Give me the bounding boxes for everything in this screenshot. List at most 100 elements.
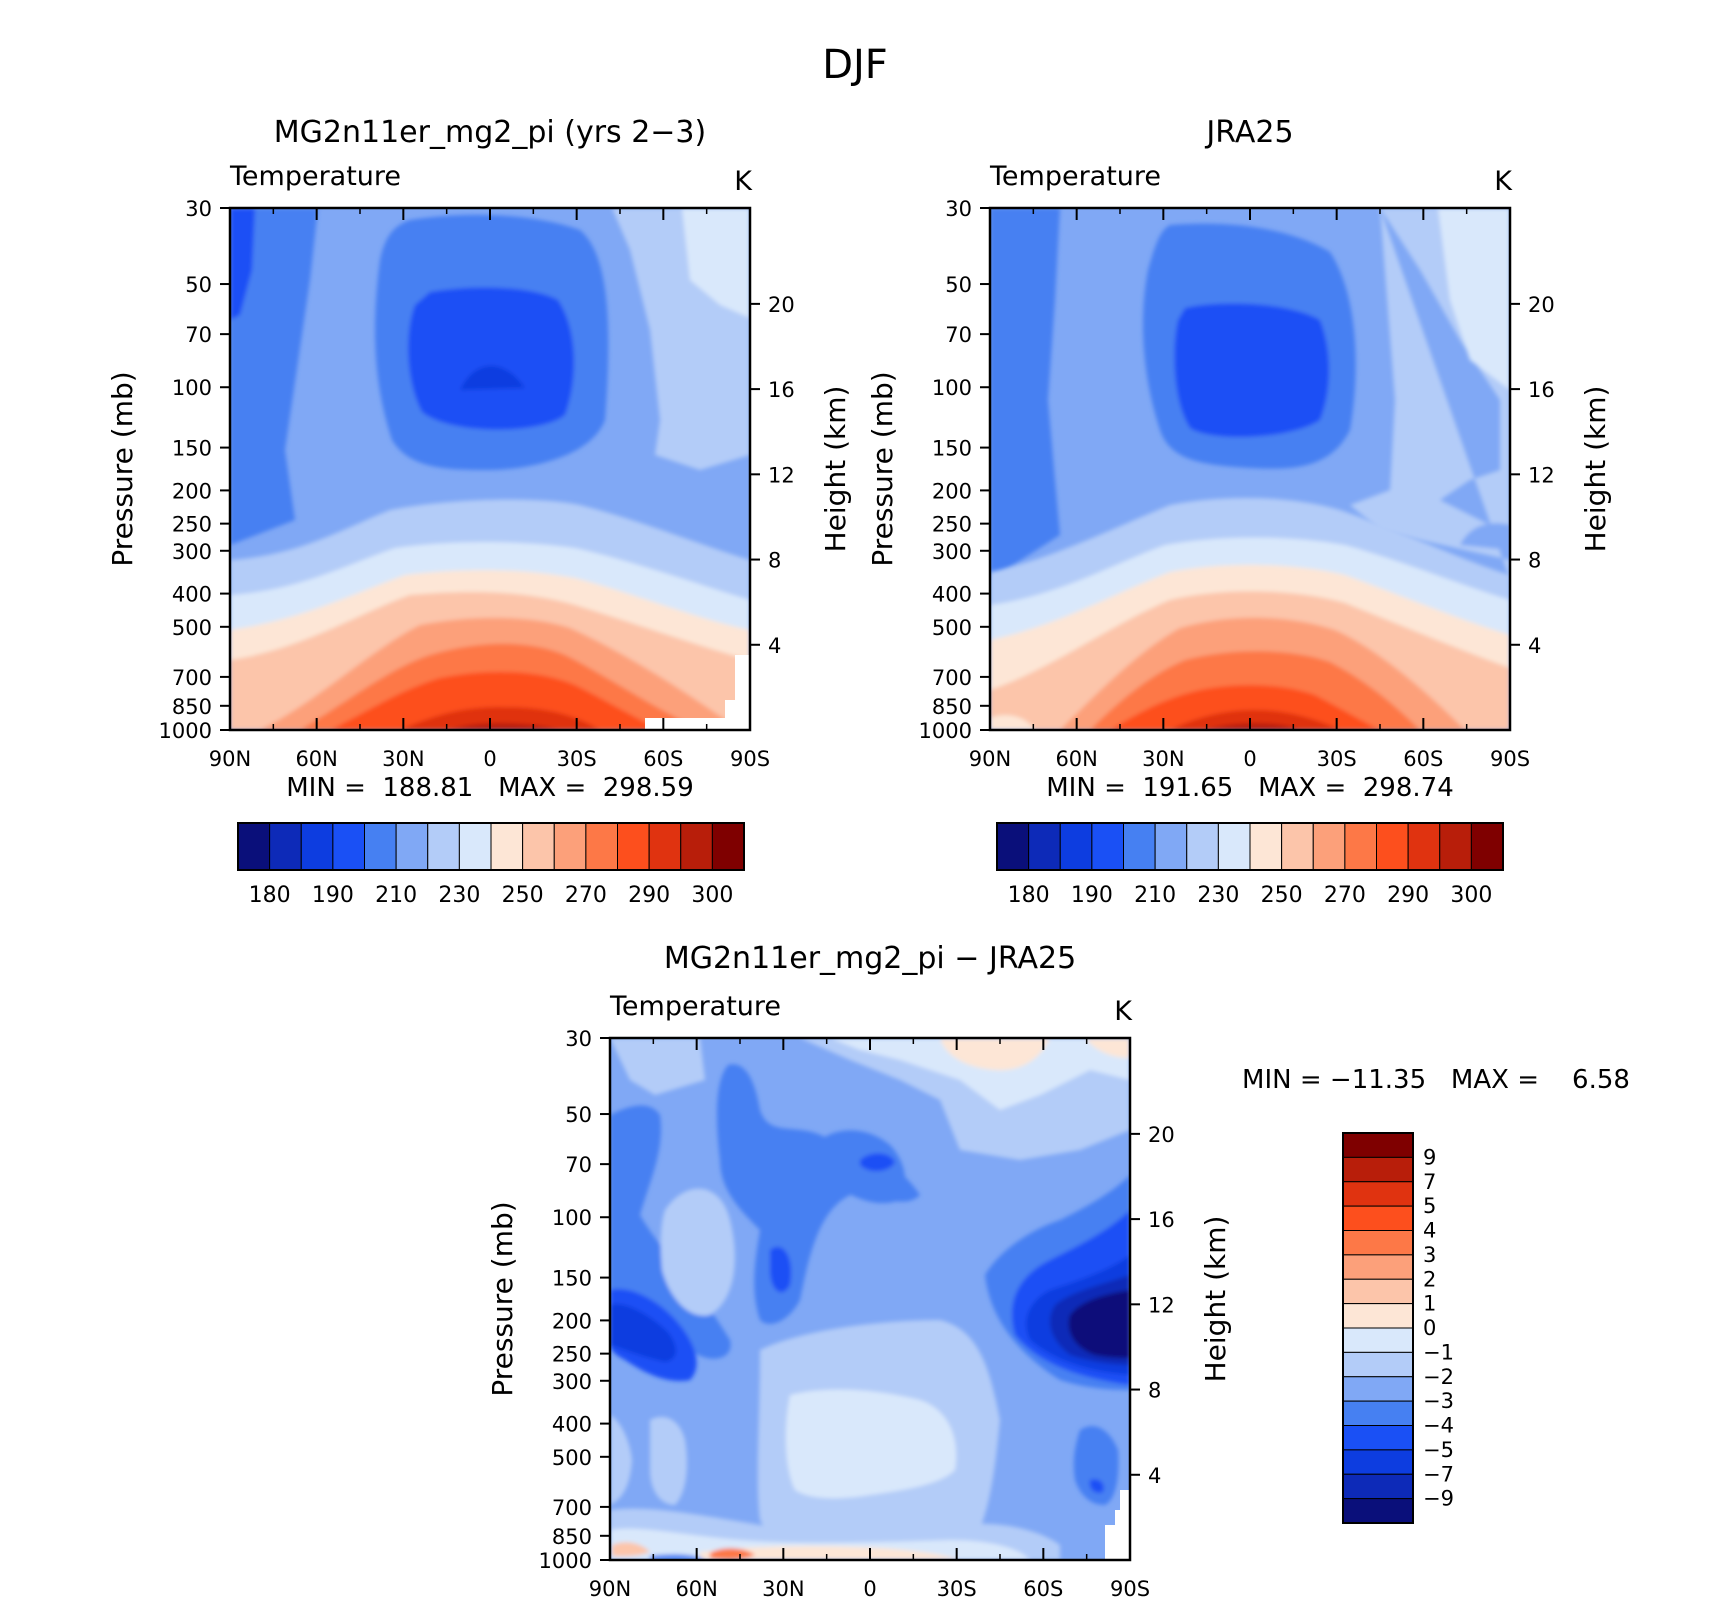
panel-title: MG2n11er_mg2_pi − JRA25 [664, 941, 1076, 976]
panel-subtitle-right: K [1114, 996, 1133, 1027]
x-tick-label: 60N [675, 1577, 717, 1600]
y-tick-label: 500 [172, 616, 212, 640]
plot-frame: 90N 60N 30N 0 30S 60S 90S 30 50 70 100 150 200 250 300… [539, 1027, 1175, 1600]
colorbar-label: 250 [1261, 883, 1303, 908]
x-tick-label: 0 [1243, 747, 1256, 771]
stats-text: MIN = −11.35 MAX = 6.58 [1242, 1065, 1630, 1095]
colorbar-swatch [1470, 822, 1504, 871]
axis-label-y: Pressure (mb) [106, 371, 139, 566]
colorbar-swatch [1154, 822, 1188, 871]
x-tick-label: 90N [209, 747, 251, 771]
y-tick-label: 150 [172, 437, 212, 461]
colorbar-swatch [427, 822, 460, 871]
contour-band [610, 1415, 687, 1505]
colorbar-border [1342, 1132, 1414, 1524]
x-tick-label: 60N [1055, 747, 1097, 771]
contour-band [716, 1064, 920, 1324]
contour-band [700, 1546, 960, 1560]
contour-field [230, 208, 750, 730]
y-tick-label: 30 [565, 1027, 592, 1051]
y-right-tick-label: 12 [1148, 1293, 1175, 1317]
contour-band [1174, 303, 1329, 438]
y-tick-label: 30 [185, 197, 212, 221]
y-tick-label: 100 [172, 376, 212, 400]
x-tick-label: 90N [969, 747, 1011, 771]
y-tick-label: 70 [945, 323, 972, 347]
y-tick-label: 100 [932, 376, 972, 400]
y-tick-label: 1000 [159, 719, 212, 743]
y-tick-label: 70 [565, 1153, 592, 1177]
axis-label-y-right: Height (km) [819, 386, 852, 553]
colorbar-label: 9 [1423, 1145, 1436, 1169]
colorbar-swatch [522, 822, 555, 871]
y-right-tick-label: 4 [768, 634, 781, 658]
x-tick-label: 90S [1110, 1577, 1150, 1600]
y-tick-label: 50 [565, 1103, 592, 1127]
y-tick-label: 30 [945, 197, 972, 221]
y-right-tick-label: 4 [1528, 634, 1541, 658]
y-right-tick-label: 20 [768, 293, 795, 317]
colorbar-swatch [1028, 822, 1061, 871]
colorbar-label: 270 [1324, 883, 1366, 908]
colorbar: 180 190 210 230 250 270 290 300 [237, 822, 745, 908]
colorbar-label: 210 [1134, 883, 1176, 908]
colorbar-swatch [680, 822, 713, 871]
contour-band [650, 1554, 705, 1560]
colorbar-label: 230 [438, 883, 480, 908]
panel-title: JRA25 [1204, 115, 1293, 150]
y-tick-label: 1000 [919, 719, 972, 743]
contour-band [460, 365, 525, 390]
contour-band [830, 1038, 1130, 1110]
y-tick-label: 150 [552, 1267, 592, 1291]
colorbar-swatch [1342, 1181, 1414, 1207]
colorbar-label: 7 [1423, 1170, 1436, 1194]
colorbar-label: 290 [1387, 883, 1429, 908]
x-tick-label: 30S [1317, 747, 1357, 771]
colorbar-swatch [1342, 1278, 1414, 1305]
x-tick-label: 60S [1023, 1577, 1063, 1600]
panel-title: MG2n11er_mg2_pi (yrs 2−3) [274, 115, 706, 150]
colorbar-swatch [1342, 1132, 1414, 1158]
y-tick-label: 200 [172, 479, 212, 503]
colorbar-swatch [395, 822, 429, 871]
colorbar-swatch [1342, 1230, 1414, 1256]
colorbar-swatch [332, 822, 365, 871]
colorbar-label: 1 [1423, 1292, 1436, 1316]
plot-frame: 90N 60N 30N 0 30S 60S 90S 30 50 70 100 150 200 250 300… [159, 197, 795, 771]
y-right-tick-label: 12 [768, 463, 795, 487]
y-tick-label: 400 [552, 1413, 592, 1437]
x-tick-label: 30N [762, 1577, 804, 1600]
colorbar-swatch [1091, 822, 1124, 871]
y-right-tick-label: 20 [1148, 1123, 1175, 1147]
colorbar-swatch [1342, 1156, 1414, 1183]
contour-band [785, 1389, 957, 1499]
colorbar-swatch [1342, 1327, 1414, 1353]
contour-band [1110, 685, 1380, 730]
y-tick-label: 100 [552, 1206, 592, 1230]
y-tick-label: 500 [552, 1446, 592, 1470]
colorbar-label: 290 [628, 883, 670, 908]
colorbar-swatch [1407, 822, 1441, 871]
colorbar-label: −2 [1423, 1365, 1454, 1389]
x-tick-label: 30N [1142, 747, 1184, 771]
contour-band [230, 208, 318, 545]
x-tick-label: 90N [589, 1577, 631, 1600]
colorbar-label: 180 [249, 883, 291, 908]
colorbar-swatch [1376, 822, 1409, 871]
y-tick-label: 200 [552, 1309, 592, 1333]
colorbar-label: 230 [1197, 883, 1239, 908]
y-tick-label: 400 [932, 583, 972, 607]
y-tick-label: 300 [932, 540, 972, 564]
colorbar-label: −1 [1423, 1340, 1454, 1364]
contour-band [610, 1304, 676, 1362]
y-right-tick-label: 4 [1148, 1464, 1161, 1488]
panel-difference: MG2n11er_mg2_pi − JRA25 Temperature K [486, 941, 1630, 1600]
y-right-tick-label: 12 [1528, 463, 1555, 487]
colorbar-swatch [1342, 1205, 1414, 1231]
y-tick-label: 250 [552, 1343, 592, 1367]
y-tick-label: 50 [185, 273, 212, 297]
colorbar-swatch [1217, 822, 1251, 871]
panel-subtitle-left: Temperature [609, 991, 781, 1022]
panel-subtitle-right: K [734, 166, 753, 197]
